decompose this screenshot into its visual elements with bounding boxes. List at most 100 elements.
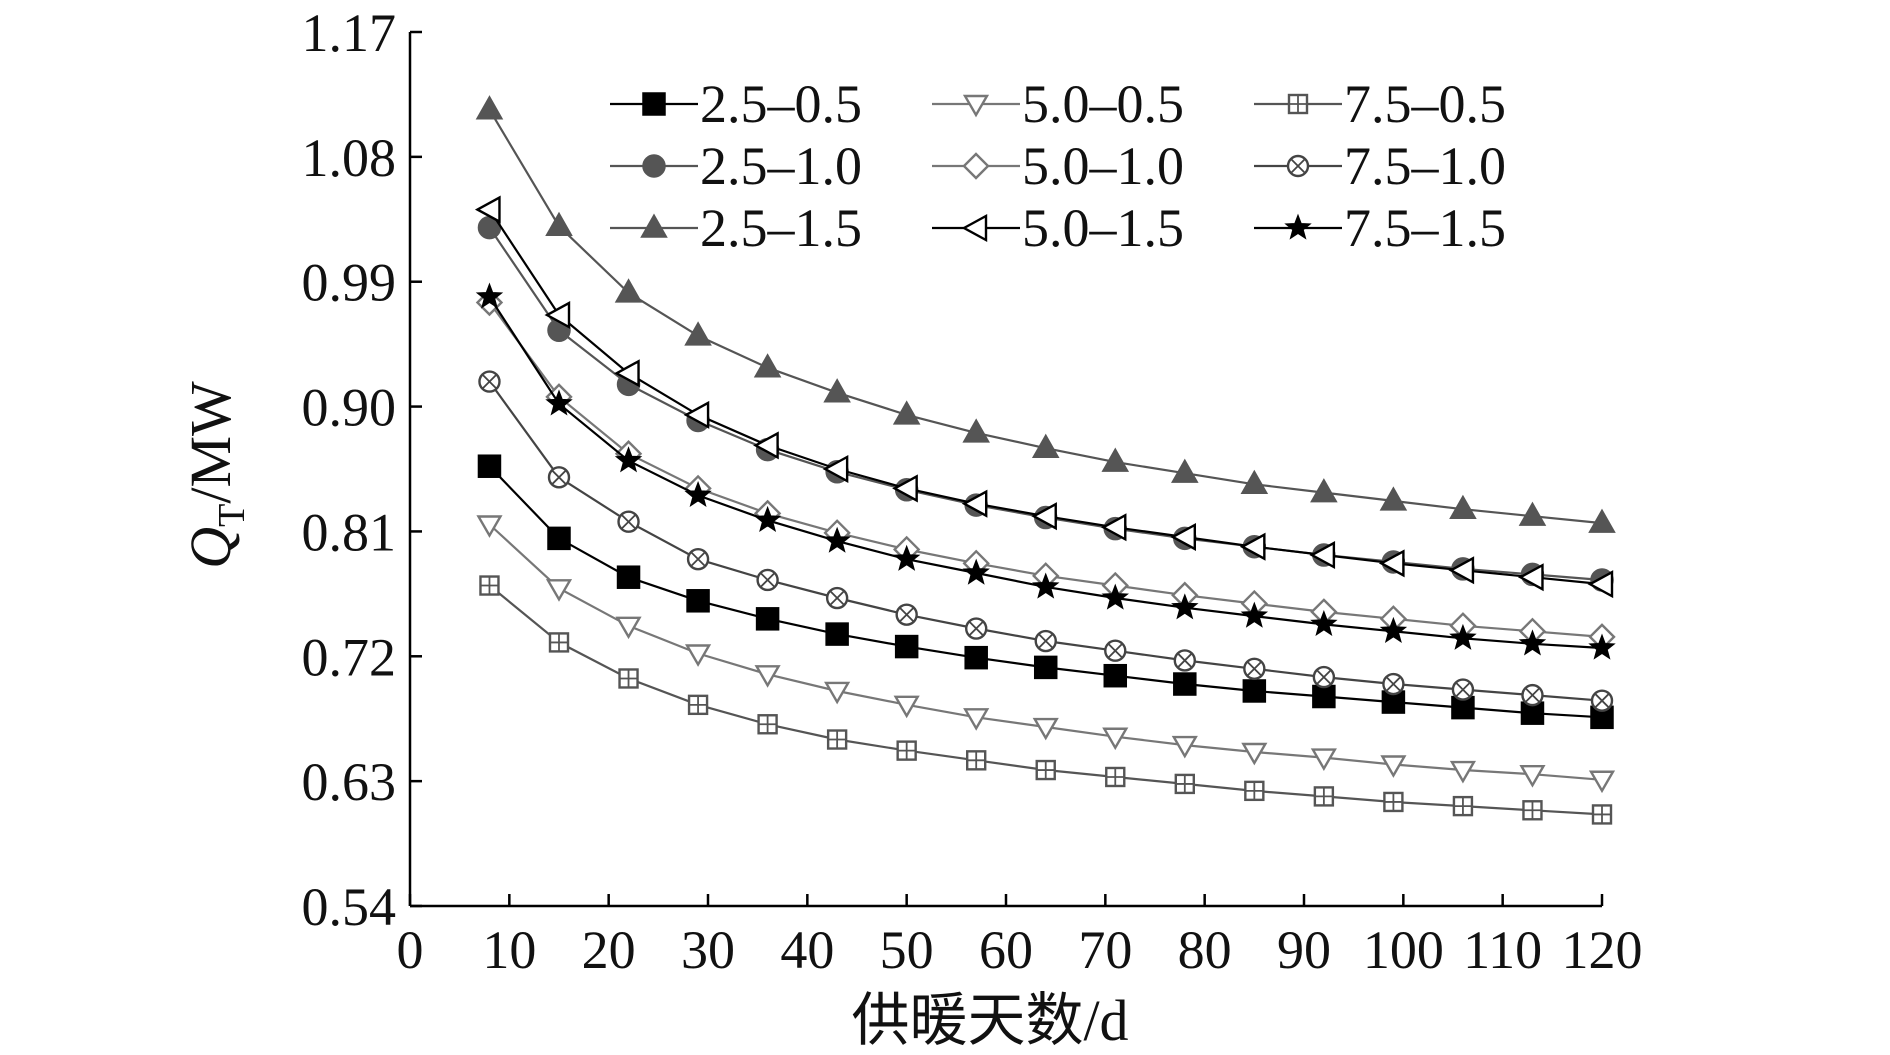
data-point (684, 480, 712, 508)
legend-item: 7.5–0.5 (1254, 74, 1506, 134)
x-tick-label: 40 (780, 920, 834, 980)
data-point (615, 616, 642, 640)
y-axis-title-symbol: Q (178, 527, 243, 569)
data-point (823, 526, 851, 553)
legend-item: 2.5–1.5 (610, 198, 862, 258)
data-point (1449, 623, 1477, 650)
data-point (1171, 593, 1199, 620)
data-point (686, 547, 710, 571)
legend-marker (1284, 213, 1312, 240)
data-point (1588, 770, 1616, 794)
y-tick-label: 0.90 (302, 378, 397, 438)
legend-marker (1287, 93, 1309, 115)
data-point (1102, 727, 1129, 751)
data-point (1587, 570, 1614, 599)
data-point (1240, 601, 1269, 628)
data-point (1174, 773, 1196, 795)
data-point (1518, 629, 1547, 656)
data-point (962, 418, 990, 443)
x-tick-label: 50 (880, 920, 934, 980)
x-axis-title: 供暖天数/d (851, 988, 1128, 1053)
data-point (1588, 508, 1616, 533)
series-line (488, 380, 1603, 702)
data-point (1031, 502, 1057, 531)
legend-marker (640, 213, 668, 238)
data-point (475, 282, 504, 309)
data-point (1244, 780, 1265, 802)
x-ticks: 0 10 20 30 40 50 60 70 80 90 100 110 120 (397, 894, 1643, 980)
data-point (826, 729, 848, 750)
data-point (822, 454, 849, 484)
data-point (1519, 765, 1546, 788)
x-tick-label: 100 (1363, 920, 1444, 980)
data-point (684, 321, 712, 346)
data-point (753, 353, 782, 378)
y-tick-label: 0.81 (302, 502, 397, 562)
data-point (1379, 616, 1408, 643)
data-point (964, 645, 988, 670)
data-point (614, 278, 643, 303)
y-tick-label: 0.99 (302, 253, 397, 313)
data-point (1449, 760, 1477, 784)
x-tick-label: 90 (1277, 920, 1331, 980)
data-point (1518, 501, 1547, 526)
data-point (755, 607, 780, 631)
data-point (1309, 540, 1336, 570)
data-point (1032, 572, 1060, 599)
series-2.5–1.0 (477, 215, 1614, 592)
data-point (1313, 786, 1335, 807)
data-point (1591, 804, 1613, 825)
data-point (892, 474, 918, 503)
y-ticks: 0.54 0.63 0.72 0.81 0.90 0.99 1.08 1.17 (302, 3, 422, 937)
y-tick-label: 1.08 (302, 128, 397, 188)
legend-label: 2.5–0.5 (700, 74, 862, 134)
data-point (1310, 609, 1338, 637)
data-point (1103, 663, 1128, 688)
legend-label: 5.0–1.0 (1022, 136, 1184, 196)
data-point (614, 446, 643, 473)
legend-marker (1286, 154, 1310, 178)
data-point (1241, 742, 1268, 766)
legend-marker (642, 154, 666, 178)
series-7.5–0.5 (479, 575, 1613, 825)
legend-label: 7.5–0.5 (1344, 74, 1506, 134)
data-point (618, 668, 639, 689)
legend-label: 7.5–1.0 (1344, 136, 1506, 196)
data-point (1522, 800, 1543, 821)
y-tick-label: 0.72 (302, 627, 397, 687)
data-point (1033, 655, 1058, 680)
data-point (1451, 678, 1475, 701)
data-point (1104, 639, 1127, 662)
data-point (825, 622, 849, 646)
data-point (545, 211, 573, 236)
y-axis-title-subscript: T (211, 504, 253, 527)
data-point (545, 579, 573, 602)
data-point (1590, 689, 1614, 712)
series-7.5–1.0 (478, 370, 1614, 712)
data-point (892, 400, 921, 425)
data-point (683, 400, 710, 429)
series-layer (474, 95, 1616, 825)
x-tick-label: 120 (1562, 920, 1643, 980)
data-point (753, 505, 782, 532)
y-tick-label: 0.54 (302, 877, 397, 937)
legend-label: 2.5–1.0 (700, 136, 862, 196)
series-5.0–1.5 (474, 195, 1614, 599)
data-point (1171, 735, 1198, 759)
legend-label: 5.0–1.5 (1022, 198, 1184, 258)
data-point (617, 510, 640, 533)
legend-label: 2.5–1.5 (700, 198, 862, 258)
data-point (1383, 791, 1404, 813)
legend-marker (961, 213, 988, 243)
x-tick-label: 110 (1463, 920, 1542, 980)
data-point (896, 740, 917, 761)
data-point (614, 359, 640, 388)
data-point (1171, 458, 1199, 483)
legend-label: 5.0–0.5 (1022, 74, 1184, 134)
legend-item: 7.5–1.0 (1254, 136, 1506, 196)
data-point (548, 632, 570, 653)
data-point (684, 644, 712, 667)
data-point (1105, 766, 1126, 788)
data-point (1588, 633, 1616, 660)
